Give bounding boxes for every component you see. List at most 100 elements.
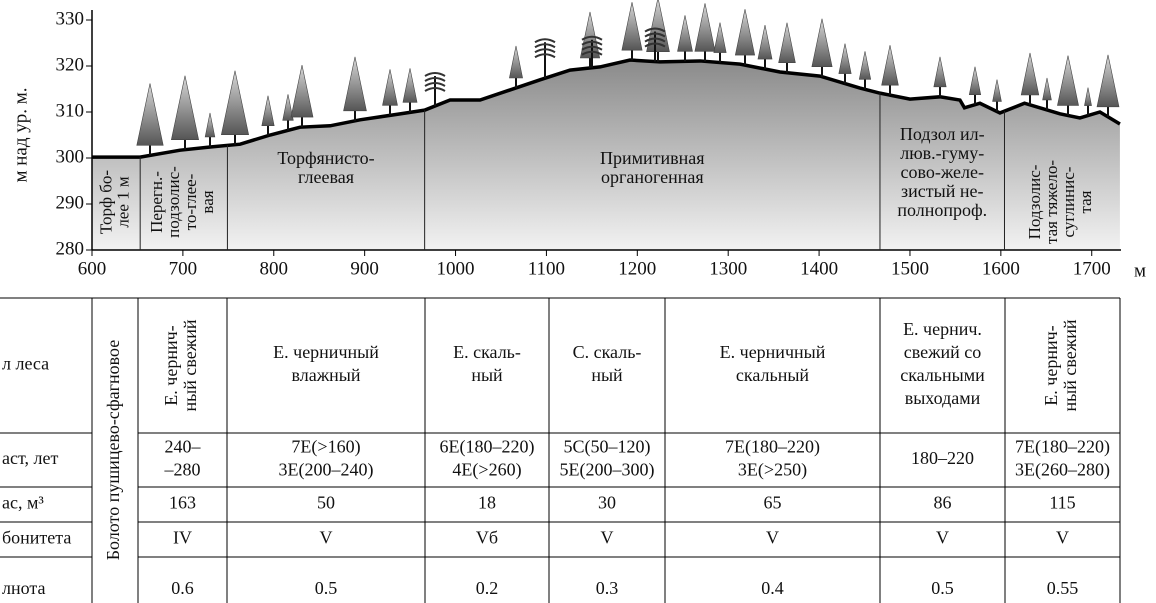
x-tick-label: 1300: [709, 258, 747, 279]
x-tick-label: 1000: [437, 258, 475, 279]
cell-text: –280: [164, 460, 201, 480]
tree-crown: [535, 39, 555, 42]
x-axis-label: м: [1134, 260, 1146, 281]
zone-label: органогенная: [601, 167, 704, 187]
y-tick-label: 330: [56, 8, 85, 29]
cell-text: 3Е(200–240): [279, 460, 374, 481]
zone-label: лее 1 м: [113, 176, 132, 228]
tree-crown: [291, 65, 313, 117]
cell-text: 0.2: [476, 578, 499, 598]
cell-text: 240–: [165, 437, 202, 457]
tree-crown: [934, 57, 946, 87]
cell-text: Vб: [476, 528, 498, 548]
x-tick-label: 900: [350, 258, 379, 279]
tree-crown: [839, 44, 851, 74]
x-tick-label: 1700: [1073, 258, 1111, 279]
tree-crown: [714, 23, 726, 53]
cell-text: 0.3: [596, 578, 619, 598]
cell-text: V: [601, 528, 614, 548]
tree-crown: [262, 96, 274, 126]
cell-text: выходами: [905, 388, 981, 408]
tree-crown: [1057, 56, 1078, 106]
cell-text: ный свежий: [1060, 319, 1080, 411]
zone-label: вая: [198, 190, 217, 213]
cell-text: Е. чернич.: [903, 319, 982, 339]
cell-text: 115: [1049, 493, 1075, 513]
cell-text: 7Е(180–220): [725, 437, 820, 458]
tree-crown: [758, 25, 772, 59]
cell-text: 0.6: [171, 578, 194, 598]
row-header: аст, лет: [2, 448, 58, 468]
x-tick-label: 800: [260, 258, 289, 279]
cell-text: ный: [471, 365, 503, 385]
cell-text: 3Е(260–280): [1015, 460, 1110, 481]
tree-crown: [1043, 78, 1052, 100]
cell-text: 0.5: [931, 578, 954, 598]
zone-label: Торфянисто-: [277, 148, 374, 168]
cell-text: 3Е(>250): [738, 460, 807, 481]
tree-crown: [205, 113, 215, 137]
cell-text: 50: [317, 493, 335, 513]
tree-crown: [403, 68, 417, 102]
cell-text: 7Е(>160): [291, 437, 360, 458]
x-tick-label: 1200: [618, 258, 656, 279]
tree-crown: [969, 67, 980, 95]
cell-text: ный свежий: [180, 319, 200, 411]
cell-text: 163: [169, 493, 196, 513]
y-tick-label: 300: [56, 146, 85, 167]
zone-label: сово-желе-: [900, 162, 984, 182]
tree-crown: [221, 71, 248, 135]
row-header: лнота: [2, 578, 45, 598]
tree-crown: [735, 9, 754, 55]
cell-text: 7Е(180–220): [1015, 437, 1110, 458]
tree-crown: [993, 79, 1002, 101]
cell-text: Е. чернич-: [1041, 325, 1061, 405]
cell-text: ный: [591, 365, 623, 385]
cell-text: V: [320, 528, 333, 548]
zone-label: глеевая: [298, 167, 354, 187]
cell-text: скальными: [900, 365, 985, 385]
cell-text: 18: [478, 493, 496, 513]
zone-label: тая: [1076, 190, 1095, 213]
cell-text: 4Е(>260): [452, 460, 521, 481]
cell-text: 6Е(180–220): [440, 437, 535, 458]
cell-text: свежий со: [904, 342, 982, 362]
cell-text: Е. черничный: [720, 342, 826, 362]
bog-label: Болото пушицево-сфагновое: [103, 340, 123, 561]
zone-label: Примитивная: [600, 148, 705, 168]
cell-text: IV: [173, 528, 192, 548]
tree-crown: [622, 2, 642, 50]
cell-text: 5Е(200–300): [560, 460, 655, 481]
tree-crown: [509, 46, 522, 78]
x-tick-label: 700: [169, 258, 198, 279]
tree-crown: [1084, 88, 1091, 106]
x-tick-label: 1100: [528, 258, 565, 279]
cell-text: 0.5: [315, 578, 338, 598]
cell-text: 0.55: [1047, 578, 1079, 598]
x-tick-label: 600: [78, 258, 107, 279]
tree-crown: [882, 45, 899, 85]
y-tick-label: 320: [56, 54, 85, 75]
cell-text: V: [766, 528, 779, 548]
cell-text: 86: [934, 493, 952, 513]
tree-crown: [859, 51, 870, 79]
cell-text: влажный: [291, 365, 360, 385]
cell-text: 180–220: [911, 448, 974, 468]
row-header: бонитета: [2, 528, 71, 548]
cell-text: 65: [764, 493, 782, 513]
tree-crown: [779, 23, 796, 63]
y-tick-label: 310: [56, 100, 85, 121]
tree-crown: [1021, 53, 1039, 95]
zone-label: люв.-гуму-: [900, 143, 984, 163]
tree-crown: [344, 57, 367, 111]
tree-crown: [137, 83, 163, 145]
tree-crown: [695, 3, 715, 51]
cell-text: 30: [598, 493, 616, 513]
tree-crown: [812, 19, 832, 67]
tree-crown: [425, 73, 445, 76]
y-axis-label: м над ур. м.: [10, 87, 31, 182]
cell-text: 5С(50–120): [564, 437, 651, 458]
row-header: л леса: [2, 354, 49, 374]
zone-label: Подзол ил-: [900, 124, 985, 144]
cell-text: 0.4: [761, 578, 784, 598]
